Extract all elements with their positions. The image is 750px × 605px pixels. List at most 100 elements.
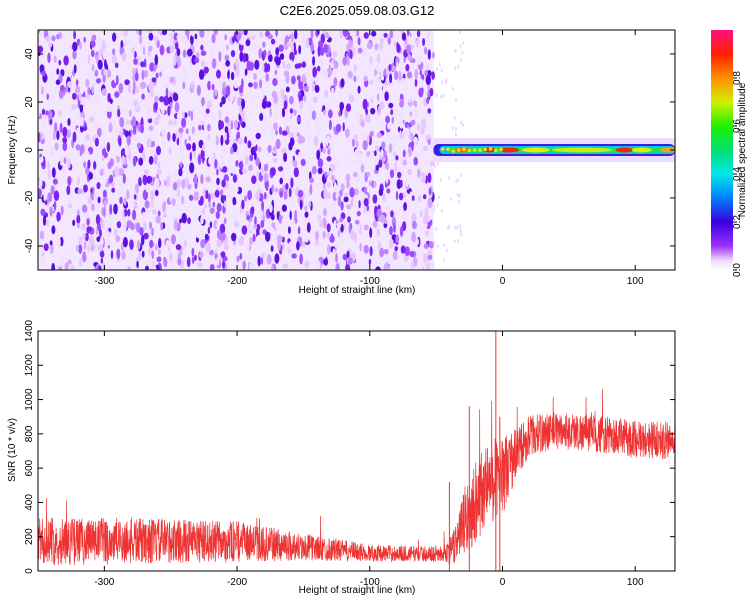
noise-cell: [420, 127, 425, 135]
noise-cell: [171, 234, 176, 245]
noise-cell: [127, 83, 132, 94]
noise-cell: [169, 101, 173, 110]
noise-cell: [443, 243, 446, 248]
noise-cell: [266, 254, 272, 265]
noise-cell: [212, 201, 216, 208]
noise-cell: [78, 236, 83, 245]
noise-cell: [131, 132, 137, 140]
noise-cell: [400, 179, 403, 188]
noise-cell: [183, 239, 187, 248]
carrier-dot: [462, 147, 466, 152]
noise-cell: [333, 220, 337, 228]
noise-cell: [181, 195, 184, 205]
noise-cell: [410, 261, 415, 270]
noise-cell: [218, 110, 222, 120]
noise-cell: [369, 227, 373, 238]
noise-cell: [407, 146, 413, 157]
noise-cell: [451, 86, 454, 91]
noise-cell: [205, 108, 210, 114]
noise-cell: [349, 94, 355, 103]
noise-cell: [222, 86, 227, 97]
noise-cell: [79, 116, 85, 127]
noise-cell: [168, 120, 174, 126]
noise-cell: [87, 197, 93, 205]
noise-cell: [326, 182, 331, 188]
noise-cell: [255, 132, 261, 140]
noise-cell: [114, 126, 120, 134]
noise-cell: [406, 33, 411, 44]
noise-cell: [252, 40, 257, 51]
colorbar-tick-label: 0.6: [732, 119, 743, 133]
noise-cell: [288, 30, 291, 36]
colorbar-gradient: [711, 30, 733, 270]
noise-cell: [230, 146, 234, 155]
noise-cell: [45, 219, 50, 227]
noise-cell: [235, 66, 240, 77]
noise-cell: [133, 99, 138, 107]
noise-cell: [145, 185, 150, 193]
noise-cell: [63, 55, 69, 66]
noise-cell: [86, 119, 90, 129]
noise-cell: [132, 156, 137, 167]
noise-cell: [40, 258, 46, 266]
noise-cell: [99, 237, 104, 246]
noise-cell: [362, 98, 368, 110]
noise-cell: [199, 30, 205, 38]
carrier-hotspot: [552, 147, 613, 153]
noise-cell: [365, 114, 371, 124]
noise-cell: [146, 138, 152, 148]
noise-cell: [244, 68, 248, 76]
noise-cell: [220, 74, 226, 80]
noise-cell: [142, 82, 147, 88]
noise-cell: [431, 71, 435, 80]
noise-cell: [398, 70, 402, 82]
noise-cell: [453, 239, 456, 244]
noise-cell: [171, 198, 176, 207]
noise-cell: [433, 240, 436, 245]
noise-cell: [84, 134, 90, 141]
noise-cell: [248, 82, 253, 88]
noise-cell: [323, 258, 329, 266]
noise-cell: [72, 49, 77, 60]
noise-cell: [158, 238, 162, 249]
noise-cell: [125, 98, 128, 104]
noise-cell: [319, 111, 324, 123]
noise-cell: [362, 140, 368, 151]
noise-cell: [244, 93, 250, 104]
noise-cell: [224, 116, 230, 124]
noise-cell: [216, 202, 222, 213]
noise-cell: [376, 228, 381, 236]
noise-cell: [94, 93, 100, 103]
noise-cell: [423, 243, 429, 250]
noise-cell: [249, 263, 254, 270]
x-tick-label: -100: [360, 577, 380, 588]
noise-cell: [388, 63, 392, 72]
noise-cell: [358, 200, 361, 209]
y-tick-label: 40: [24, 48, 35, 60]
noise-cell: [411, 195, 415, 202]
noise-cell: [140, 123, 144, 134]
noise-cell: [136, 187, 139, 194]
noise-cell: [208, 202, 212, 208]
noise-cell: [374, 74, 379, 85]
noise-cell: [290, 59, 293, 68]
noise-cell: [427, 49, 431, 60]
noise-cell: [421, 118, 426, 130]
carrier-dot: [478, 148, 482, 152]
noise-cell: [289, 95, 294, 105]
noise-cell: [99, 168, 104, 177]
noise-cell: [457, 64, 460, 69]
noise-cell: [266, 191, 270, 200]
y-tick-label: 0: [24, 147, 35, 153]
noise-cell: [76, 58, 81, 70]
noise-cell: [359, 242, 363, 252]
noise-cell: [200, 239, 206, 249]
noise-cell: [209, 48, 213, 59]
noise-cell: [142, 46, 146, 56]
noise-cell: [161, 82, 167, 88]
noise-cell: [275, 47, 280, 56]
noise-cell: [97, 59, 103, 70]
x-tick-label: 100: [627, 276, 644, 287]
noise-cell: [109, 174, 114, 184]
noise-cell: [261, 100, 267, 109]
